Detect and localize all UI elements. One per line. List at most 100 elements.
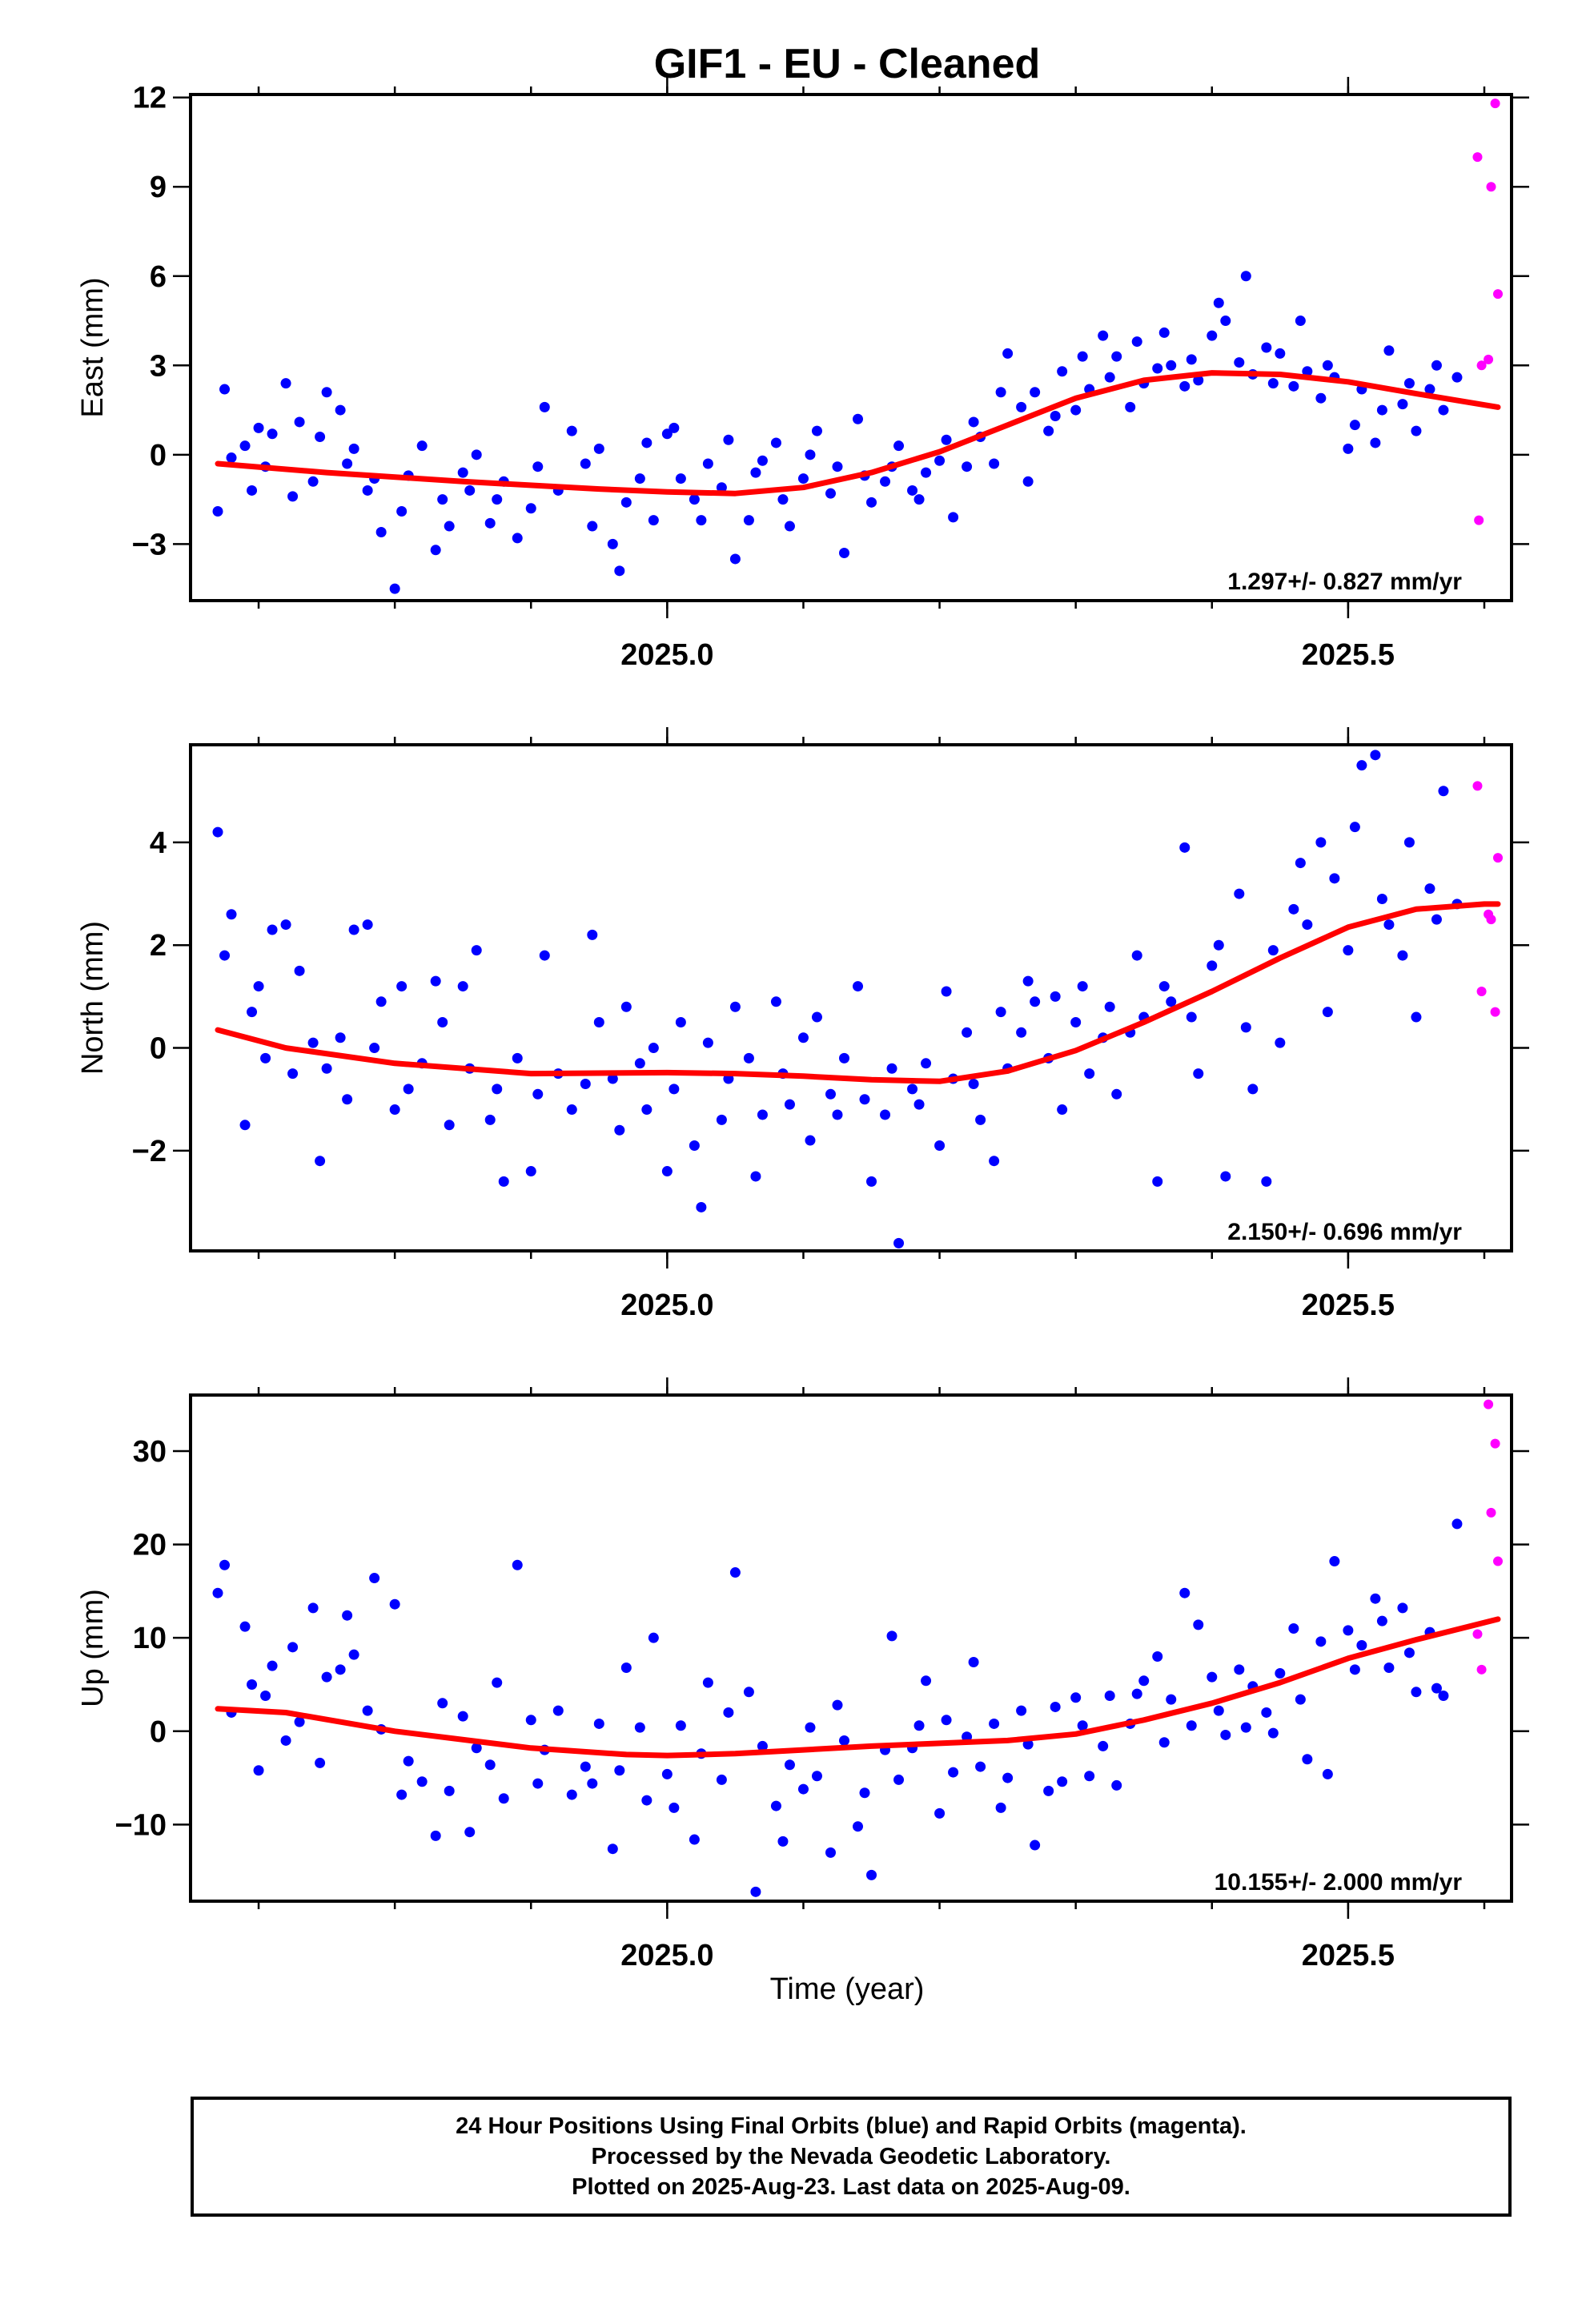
east-final-point — [1397, 399, 1408, 410]
north-final-point — [1077, 981, 1088, 992]
footer-note-box: 24 Hour Positions Using Final Orbits (bl… — [191, 2097, 1512, 2217]
east-final-point — [880, 476, 891, 487]
up-final-point — [1193, 1619, 1204, 1630]
up-final-point — [620, 1662, 632, 1673]
up-final-point — [989, 1718, 1000, 1729]
east-final-point — [1220, 316, 1231, 327]
north-final-point — [1267, 945, 1279, 956]
north-final-point — [1349, 822, 1360, 833]
up-final-point — [641, 1795, 652, 1806]
up-final-point — [1158, 1737, 1170, 1748]
east-final-point — [702, 458, 713, 469]
north-final-point — [267, 924, 278, 935]
up-final-point — [1370, 1593, 1381, 1604]
east-final-point — [1030, 387, 1041, 398]
north-final-point — [444, 1120, 455, 1131]
north-final-point — [587, 929, 598, 940]
east-rapid-point — [1490, 99, 1500, 109]
up-final-point — [253, 1765, 264, 1776]
east-rapid-point — [1484, 354, 1494, 364]
north-final-point — [853, 981, 864, 992]
east-final-point — [825, 488, 836, 499]
east-final-point — [307, 476, 319, 487]
east-final-point — [614, 565, 625, 577]
east-final-point — [287, 491, 299, 502]
north-final-point — [580, 1078, 591, 1089]
up-final-point — [866, 1869, 877, 1880]
north-final-point — [1213, 939, 1224, 951]
east-final-point — [253, 422, 264, 433]
up-final-point — [430, 1830, 441, 1841]
north-final-point — [1057, 1104, 1068, 1116]
north-final-point — [512, 1052, 523, 1063]
up-final-point — [1315, 1636, 1327, 1647]
north-final-point — [757, 1109, 768, 1120]
north-x-tick-label: 2025.5 — [1302, 1289, 1395, 1322]
north-final-point — [1166, 996, 1177, 1007]
east-final-point — [995, 387, 1006, 398]
east-final-point — [1186, 354, 1197, 365]
north-final-point — [321, 1063, 332, 1074]
up-final-point — [1343, 1625, 1354, 1636]
up-final-point — [1403, 1647, 1415, 1659]
east-y-axis-title: East (mm) — [76, 277, 110, 417]
east-final-point — [1070, 404, 1082, 416]
north-final-point — [1111, 1088, 1122, 1100]
east-final-point — [348, 443, 359, 454]
east-final-point — [797, 473, 809, 485]
up-final-point — [260, 1690, 271, 1701]
up-final-point — [552, 1705, 564, 1716]
up-final-point — [661, 1768, 673, 1779]
east-final-point — [212, 505, 223, 517]
north-final-point — [430, 975, 441, 987]
north-final-point — [614, 1124, 625, 1136]
north-final-point — [342, 1094, 353, 1105]
east-final-point — [1152, 363, 1163, 374]
east-final-point — [512, 533, 523, 544]
up-final-point — [1295, 1694, 1306, 1705]
east-final-point — [675, 473, 686, 485]
east-final-point — [1111, 351, 1122, 362]
footer-line-1: 24 Hour Positions Using Final Orbits (bl… — [456, 2113, 1247, 2139]
north-final-point — [729, 1001, 741, 1012]
north-fit-curve — [215, 901, 1501, 1084]
east-final-point — [1213, 297, 1224, 308]
up-x-tick-label: 2025.0 — [620, 1939, 713, 1972]
east-final-point — [853, 413, 864, 424]
up-final-point — [1329, 1556, 1340, 1567]
up-final-point — [716, 1774, 727, 1785]
up-final-point — [1438, 1690, 1449, 1701]
north-final-point — [702, 1037, 713, 1048]
up-final-point — [784, 1759, 795, 1771]
east-final-point — [525, 503, 536, 514]
up-fit-curve — [215, 1616, 1501, 1759]
east-final-point — [907, 485, 918, 496]
east-x-tick-label: 2025.0 — [620, 638, 713, 672]
east-final-point — [1376, 404, 1387, 416]
north-final-point — [260, 1052, 271, 1063]
up-final-point — [770, 1800, 781, 1811]
north-final-point — [389, 1104, 400, 1116]
north-final-point — [1050, 991, 1061, 1002]
north-final-point — [661, 1166, 673, 1177]
east-final-point — [770, 437, 781, 448]
up-final-point — [294, 1716, 305, 1727]
east-final-point — [321, 387, 332, 398]
up-final-point — [797, 1783, 809, 1795]
up-final-point — [484, 1759, 496, 1771]
up-final-point — [1098, 1740, 1109, 1751]
up-final-point — [825, 1847, 836, 1858]
north-rapid-point — [1486, 915, 1496, 925]
east-final-point — [777, 494, 789, 505]
north-final-point — [648, 1043, 659, 1054]
up-rapid-point — [1486, 1507, 1496, 1518]
east-final-point — [1043, 425, 1054, 436]
up-final-point — [580, 1761, 591, 1772]
north-final-point — [1438, 786, 1449, 797]
up-final-point — [212, 1587, 223, 1598]
east-y-tick-label: −3 — [132, 528, 167, 561]
north-final-point — [226, 909, 237, 920]
east-final-point — [492, 494, 503, 505]
north-final-point — [471, 945, 482, 956]
north-final-point — [675, 1016, 686, 1027]
